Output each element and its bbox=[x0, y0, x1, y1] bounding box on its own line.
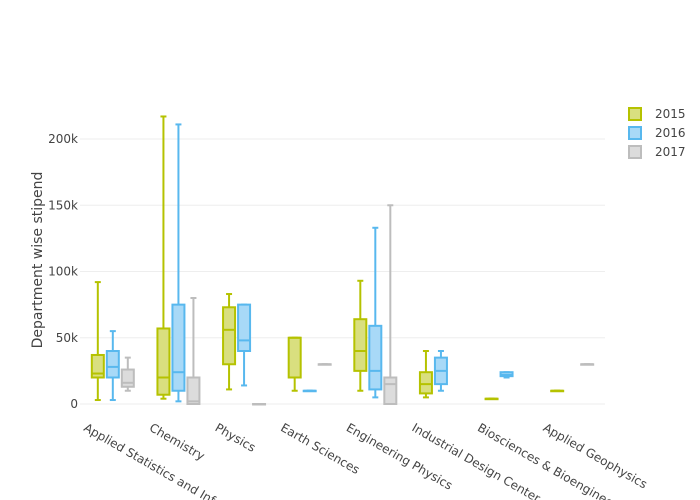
box-body bbox=[383, 376, 398, 405]
box-2016-2[interactable] bbox=[237, 303, 252, 387]
x-tick-label: Chemistry bbox=[147, 420, 207, 463]
box-2015-4[interactable] bbox=[353, 279, 368, 392]
legend-label: 2017 bbox=[655, 145, 686, 159]
box-2017-0[interactable] bbox=[120, 356, 135, 392]
legend-label: 2015 bbox=[655, 107, 686, 121]
box-body bbox=[90, 353, 105, 379]
box-body bbox=[222, 306, 237, 366]
box-2017-1[interactable] bbox=[186, 297, 201, 405]
box-body bbox=[156, 327, 171, 396]
legend-item-2017[interactable]: 2017 bbox=[628, 145, 686, 159]
box-2017-2[interactable] bbox=[252, 403, 267, 406]
box-2015-3[interactable] bbox=[287, 336, 302, 392]
box-2016-4[interactable] bbox=[368, 226, 383, 399]
box-2015-1[interactable] bbox=[156, 115, 171, 400]
box-2017-7[interactable] bbox=[580, 363, 595, 366]
box-body bbox=[105, 350, 120, 379]
x-tick-label: Physics bbox=[213, 420, 258, 454]
legend-item-2015[interactable]: 2015 bbox=[628, 107, 686, 121]
y-axis: 0 50k 100k 150k 200k bbox=[48, 132, 78, 411]
box-body bbox=[418, 371, 433, 395]
box-2015-5[interactable] bbox=[418, 350, 433, 399]
legend-label: 2016 bbox=[655, 126, 686, 140]
box-2016-1[interactable] bbox=[171, 123, 186, 403]
box-2016-5[interactable] bbox=[433, 350, 448, 392]
box-2015-7[interactable] bbox=[550, 389, 565, 393]
box-body bbox=[287, 336, 302, 379]
box-2015-6[interactable] bbox=[484, 397, 499, 401]
box-body bbox=[353, 318, 368, 372]
box-body bbox=[120, 368, 135, 388]
box-body bbox=[186, 376, 201, 405]
box-2017-4[interactable] bbox=[383, 204, 398, 405]
y-tick-label: 200k bbox=[48, 132, 78, 146]
box-body bbox=[368, 324, 383, 391]
box-2016-3[interactable] bbox=[302, 389, 317, 393]
y-axis-title: Department wise stipend bbox=[30, 172, 46, 349]
legend-swatch bbox=[628, 126, 642, 140]
box-2015-2[interactable] bbox=[222, 293, 237, 391]
x-tick-label: Applied Geophysics bbox=[541, 420, 650, 491]
y-tick-label: 50k bbox=[56, 331, 78, 345]
legend[interactable]: 2015 2016 2017 bbox=[628, 107, 686, 159]
box-2016-6[interactable] bbox=[499, 371, 514, 379]
box-2015-0[interactable] bbox=[90, 281, 105, 402]
legend-item-2016[interactable]: 2016 bbox=[628, 126, 686, 140]
box-body bbox=[237, 303, 252, 352]
y-tick-label: 0 bbox=[70, 397, 78, 411]
box-2017-3[interactable] bbox=[317, 363, 332, 366]
y-tick-label: 150k bbox=[48, 198, 78, 212]
boxes bbox=[90, 115, 595, 406]
box-body bbox=[171, 303, 186, 392]
x-tick-label: Engineering Physics bbox=[344, 420, 455, 492]
y-tick-label: 100k bbox=[48, 265, 78, 279]
box-2016-0[interactable] bbox=[105, 330, 120, 402]
legend-swatch bbox=[628, 107, 642, 121]
legend-swatch bbox=[628, 145, 642, 159]
